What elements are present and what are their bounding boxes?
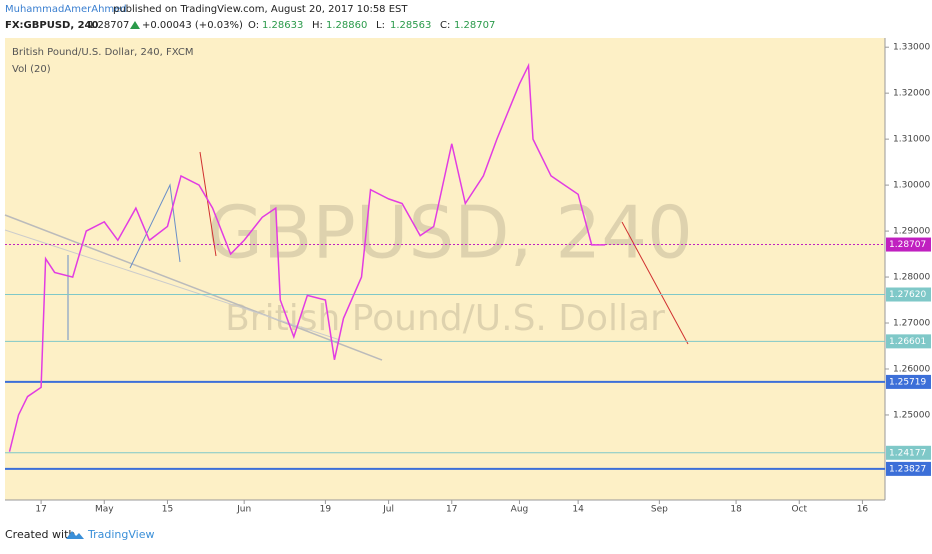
price-line (8, 62, 606, 452)
level-label: 1.25719 (889, 377, 926, 387)
author[interactable]: MuhammadAmerAhmed (5, 4, 127, 15)
level-label: 1.28707 (889, 240, 926, 250)
x-tick-label: May (95, 505, 114, 515)
ohlc-value: 1.28633 (262, 20, 303, 31)
footer-text: Created with (5, 528, 75, 541)
x-tick-label: 17 (35, 505, 46, 515)
y-tick-label: 1.33000 (893, 43, 930, 53)
indicator: Vol (20) (12, 64, 51, 75)
drawing-arrow (621, 221, 689, 345)
x-tick-label: 18 (730, 505, 742, 515)
level-badge (886, 237, 931, 252)
y-tick-label: 1.32000 (893, 89, 930, 99)
x-tick-label: 17 (446, 505, 457, 515)
plot-area (5, 38, 885, 500)
level-badge (886, 461, 931, 476)
published: published on TradingView.com, August 20,… (113, 4, 408, 15)
chart-title: British Pound/U.S. Dollar, 240, FXCM (12, 47, 193, 58)
x-tick-label: Oct (791, 505, 807, 515)
footer: Created with TradingView (5, 528, 154, 541)
up-arrow (130, 21, 140, 29)
level-label: 1.27620 (889, 290, 926, 300)
ohlc-value: 1.28860 (326, 20, 367, 31)
y-tick-label: 1.25000 (893, 410, 930, 420)
y-tick-label: 1.26000 (893, 364, 930, 374)
level-badge (886, 287, 931, 302)
x-tick-label: 14 (572, 505, 584, 515)
level-label: 1.24177 (889, 448, 926, 458)
trend-line (4, 214, 383, 361)
symbol: FX:GBPUSD, 240 (5, 20, 99, 31)
level-label: 1.23827 (889, 464, 926, 474)
level-badge (886, 374, 931, 389)
x-tick-label: 19 (320, 505, 332, 515)
brand[interactable]: TradingView (87, 528, 154, 541)
y-tick-label: 1.29000 (893, 227, 930, 237)
drawing-arrow (129, 183, 181, 269)
watermark: GBPUSD, 240 (207, 191, 693, 275)
ohlc-value: 1.28707 (454, 20, 495, 31)
ohlc-label: O: (248, 20, 259, 31)
last-price: 1.28707 (88, 20, 129, 31)
level-badge (886, 445, 931, 460)
ohlc-label: C: (440, 20, 450, 31)
y-tick-label: 1.30000 (893, 181, 930, 191)
x-tick-label: Aug (511, 505, 529, 515)
drawing-arrow (199, 151, 217, 257)
trend-line (4, 229, 341, 341)
y-tick-label: 1.28000 (893, 273, 930, 283)
ohlc-label: L: (376, 20, 385, 31)
ohlc-label: H: (312, 20, 323, 31)
x-tick-label: Jun (236, 505, 251, 515)
x-tick-label: 15 (162, 505, 173, 515)
y-tick-label: 1.31000 (893, 135, 930, 145)
brand-logo (66, 531, 84, 539)
x-tick-label: Sep (651, 505, 668, 515)
level-badge (886, 334, 931, 349)
ohlc-value: 1.28563 (390, 20, 431, 31)
change: +0.00043 (+0.03%) (142, 20, 243, 31)
y-tick-label: 1.27000 (893, 319, 930, 329)
watermark-sub: British Pound/U.S. Dollar (225, 298, 665, 339)
level-label: 1.26601 (889, 337, 926, 347)
x-tick-label: 16 (857, 505, 869, 515)
x-tick-label: Jul (382, 505, 394, 515)
